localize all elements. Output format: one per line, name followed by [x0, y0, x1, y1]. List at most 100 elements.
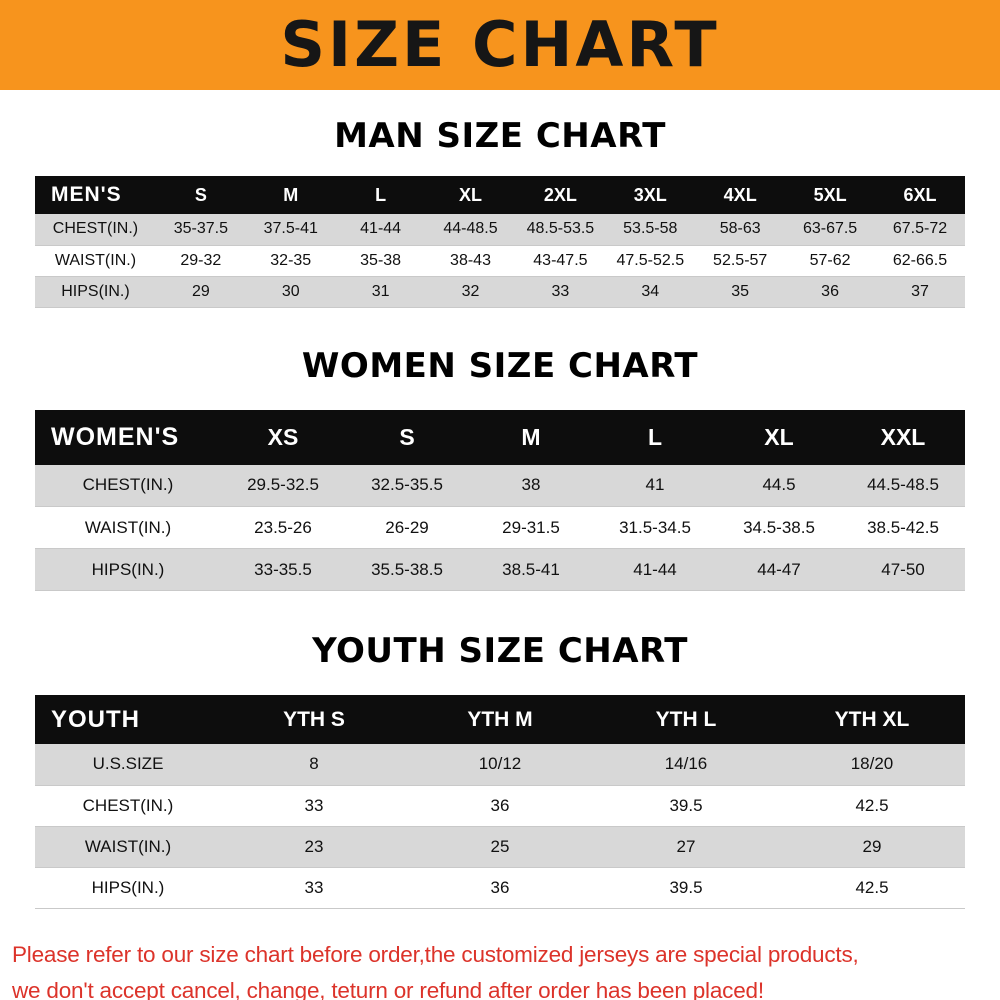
size-value-cell: 41-44	[633, 559, 677, 579]
size-value-cell: 44-48.5	[443, 220, 498, 238]
size-column-header: XL	[459, 184, 483, 205]
size-value-cell: 32	[461, 282, 480, 300]
size-column-header: 2XL	[543, 184, 577, 205]
size-value-cell: 29	[191, 282, 210, 300]
size-value-cell: 32.5-35.5	[371, 475, 443, 495]
size-value-cell: 39.5	[669, 795, 703, 815]
size-column-header: L	[647, 423, 663, 450]
womens-size-table: WOMEN'S XS S M L XL XXL CHEST(IN.) 29.5-32.5 32.5…	[35, 409, 965, 592]
size-value-cell: 10/12	[478, 754, 522, 774]
size-value-cell: 33	[551, 282, 570, 300]
table-row: U.S.SIZE 8 10/12 14/16 18/20	[35, 744, 965, 785]
size-value-cell: 57-62	[809, 251, 851, 269]
table-header-row: YOUTH YTH S YTH M YTH L YTH XL	[35, 695, 965, 744]
size-value-cell: 36	[821, 282, 839, 300]
size-value-cell: 43-47.5	[533, 251, 588, 269]
women-size-chart-heading: WOMEN SIZE CHART	[301, 345, 699, 386]
youth-size-chart-heading: YOUTH SIZE CHART	[312, 631, 688, 671]
size-column-header: 3XL	[633, 184, 667, 205]
size-value-cell: 62-66.5	[892, 251, 948, 269]
size-value-cell: 35-38	[360, 251, 402, 269]
row-label: WAIST(IN.)	[84, 517, 172, 537]
size-column-header: 5XL	[813, 184, 847, 205]
man-size-chart-section: MAN SIZE CHART MEN'S S M L XL 2XL 3XL 4XL 5XL 6XL…	[0, 116, 1000, 308]
size-value-cell: 47-50	[881, 559, 925, 579]
size-value-cell: 47.5-52.5	[616, 251, 685, 269]
size-value-cell: 52.5-57	[713, 251, 768, 269]
youth-size-table: YOUTH YTH S YTH M YTH L YTH XL U.S.SIZE 8 10/12…	[35, 695, 965, 909]
size-value-cell: 33	[304, 877, 324, 897]
table-header-row: MEN'S S M L XL 2XL 3XL 4XL 5XL 6XL	[35, 176, 965, 214]
table-row: HIPS(IN.) 29 30 31 32 33 34 35 36 37	[35, 276, 965, 307]
notice-line-1: Please refer to our size chart before or…	[12, 941, 859, 967]
size-column-header: YTH L	[655, 707, 717, 731]
size-value-cell: 29.5-32.5	[247, 475, 319, 495]
size-value-cell: 35.5-38.5	[371, 559, 443, 579]
size-column-header: S	[399, 423, 415, 450]
size-value-cell: 18/20	[850, 754, 894, 774]
row-label: U.S.SIZE	[92, 754, 164, 774]
row-label: CHEST(IN.)	[52, 220, 139, 238]
order-notice: Please refer to our size chart before or…	[0, 937, 1000, 1000]
table-row: CHEST(IN.) 33 36 39.5 42.5	[35, 785, 965, 826]
size-value-cell: 31	[371, 282, 390, 300]
table-corner-label: WOMEN'S	[51, 422, 180, 451]
row-label: WAIST(IN.)	[54, 251, 137, 269]
size-value-cell: 36	[490, 795, 510, 815]
size-column-header: YTH S	[283, 707, 345, 731]
size-value-cell: 44-47	[757, 559, 801, 579]
mens-size-table: MEN'S S M L XL 2XL 3XL 4XL 5XL 6XL CHEST(IN.) 35-37…	[35, 176, 965, 308]
row-label: CHEST(IN.)	[82, 475, 174, 495]
notice-line-2: we don't accept cancel, change, teturn o…	[12, 977, 764, 1000]
row-label: HIPS(IN.)	[91, 877, 165, 897]
size-value-cell: 39.5	[669, 877, 703, 897]
table-row: WAIST(IN.) 29-32 32-35 35-38 38-43 43-47.5 47.…	[35, 245, 965, 276]
table-row: HIPS(IN.) 33-35.5 35.5-38.5 38.5-41 41-44 44-…	[35, 548, 965, 591]
table-row: WAIST(IN.) 23.5-26 26-29 29-31.5 31.5-34.5 34…	[35, 506, 965, 549]
size-value-cell: 23.5-26	[254, 517, 312, 537]
size-value-cell: 38-43	[450, 251, 491, 269]
size-column-header: YTH XL	[834, 707, 910, 731]
page-title: SIZE CHART	[280, 8, 720, 81]
size-value-cell: 41	[645, 475, 665, 495]
size-column-header: L	[375, 184, 387, 205]
size-value-cell: 37	[911, 282, 929, 300]
size-chart-banner: SIZE CHART	[0, 0, 1000, 90]
size-value-cell: 34.5-38.5	[743, 517, 815, 537]
size-value-cell: 44.5	[762, 475, 796, 495]
size-value-cell: 8	[309, 754, 319, 774]
women-size-chart-section: WOMEN SIZE CHART WOMEN'S XS S M L XL XXL CHEST(…	[0, 346, 1000, 592]
table-row: HIPS(IN.) 33 36 39.5 42.5	[35, 867, 965, 908]
size-value-cell: 27	[676, 836, 696, 856]
size-value-cell: 29	[862, 836, 882, 856]
row-label: HIPS(IN.)	[61, 282, 130, 300]
size-column-header: XL	[764, 423, 794, 450]
size-value-cell: 38	[521, 475, 541, 495]
size-chart-sections: MAN SIZE CHART MEN'S S M L XL 2XL 3XL 4XL 5XL 6XL…	[0, 116, 1000, 909]
size-value-cell: 29-31.5	[502, 517, 560, 537]
row-label: HIPS(IN.)	[91, 559, 165, 579]
row-label: WAIST(IN.)	[84, 836, 172, 856]
size-value-cell: 53.5-58	[623, 220, 678, 238]
size-column-header: YTH M	[467, 707, 533, 731]
table-corner-label: YOUTH	[51, 705, 140, 733]
size-value-cell: 38.5-41	[502, 559, 560, 579]
size-value-cell: 34	[641, 282, 660, 300]
size-value-cell: 35	[731, 282, 750, 300]
size-value-cell: 63-67.5	[802, 220, 858, 238]
youth-size-chart-section: YOUTH SIZE CHART YOUTH YTH S YTH M YTH L YTH…	[0, 631, 1000, 909]
table-row: CHEST(IN.) 35-37.5 37.5-41 41-44 44-48.5 48.5…	[35, 214, 965, 245]
size-column-header: M	[283, 184, 299, 205]
size-column-header: 6XL	[903, 184, 937, 205]
size-value-cell: 58-63	[719, 220, 761, 238]
size-value-cell: 23	[304, 836, 324, 856]
man-size-chart-heading: MAN SIZE CHART	[334, 116, 666, 156]
size-value-cell: 33-35.5	[254, 559, 312, 579]
size-value-cell: 38.5-42.5	[867, 517, 939, 537]
size-value-cell: 26-29	[385, 517, 429, 537]
size-column-header: S	[194, 184, 207, 205]
size-value-cell: 42.5	[855, 877, 889, 897]
size-column-header: 4XL	[723, 184, 757, 205]
size-value-cell: 41-44	[360, 220, 402, 238]
